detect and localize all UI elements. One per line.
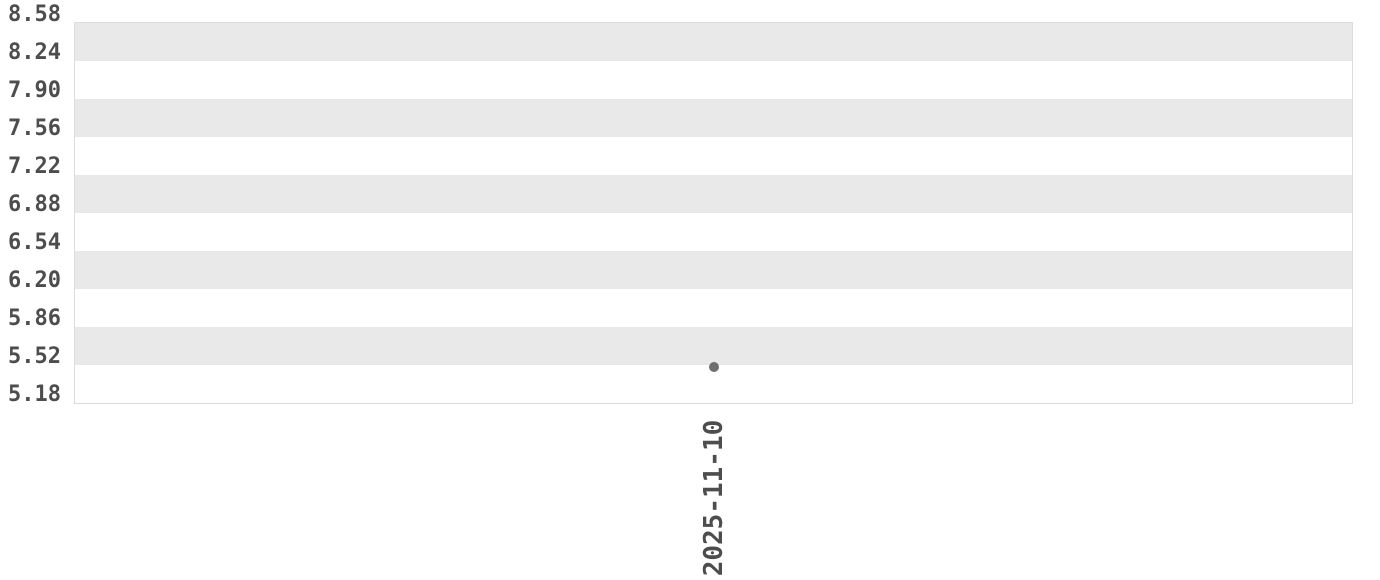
- grid-band: [75, 213, 1352, 251]
- y-tick-label: 6.88: [8, 192, 61, 217]
- y-tick-label: 7.90: [8, 78, 61, 103]
- x-tick-label: 2025-11-10: [699, 419, 729, 577]
- y-tick-label: 8.58: [8, 2, 61, 27]
- y-tick-label: 5.18: [8, 382, 61, 407]
- grid-band: [75, 99, 1352, 137]
- grid-band: [75, 137, 1352, 175]
- plot-area: [74, 22, 1353, 404]
- y-axis: 8.58 8.24 7.90 7.56 7.22 6.88 6.54 6.20 5.86 5.52…: [0, 3, 61, 407]
- y-tick-label: 7.22: [8, 154, 61, 179]
- y-tick-label: 6.54: [8, 230, 61, 255]
- grid-band: [75, 327, 1352, 365]
- y-tick-label: 5.52: [8, 344, 61, 369]
- y-tick-label: 5.86: [8, 306, 61, 331]
- grid-band: [75, 175, 1352, 213]
- y-tick-label: 7.56: [8, 116, 61, 141]
- grid-band: [75, 61, 1352, 99]
- y-tick-label: 8.24: [8, 40, 61, 65]
- grid-band: [75, 251, 1352, 289]
- data-point[interactable]: [708, 362, 719, 373]
- grid-band: [75, 23, 1352, 61]
- y-tick-label: 6.20: [8, 268, 61, 293]
- grid-band: [75, 289, 1352, 327]
